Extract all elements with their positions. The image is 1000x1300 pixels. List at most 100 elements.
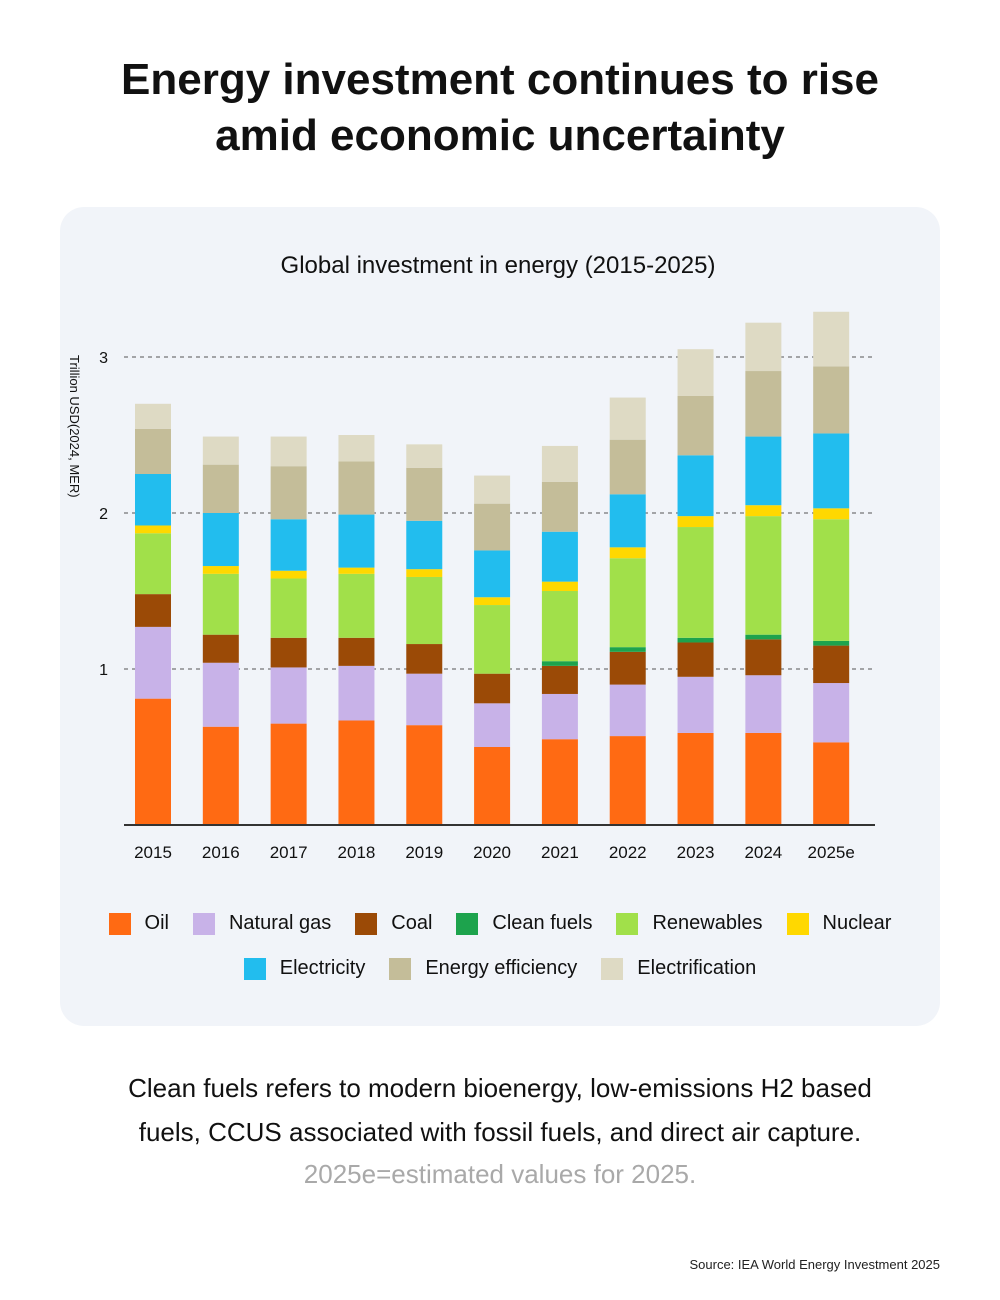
bar-oil-2018 bbox=[338, 720, 375, 825]
bar-oil-2025e bbox=[813, 742, 850, 825]
x-tick-label: 2021 bbox=[541, 843, 579, 862]
headline-line-1: Energy investment continues to rise bbox=[121, 55, 879, 104]
footnote-line-1: Clean fuels refers to modern bioenergy, … bbox=[128, 1073, 872, 1103]
bar-renewables-2017 bbox=[270, 578, 307, 638]
bar-renewables-2016 bbox=[202, 573, 239, 635]
legend-item-electrification: Electrification bbox=[601, 957, 756, 980]
bar-electricity-2019 bbox=[406, 520, 443, 570]
legend-label-energy-efficiency: Energy efficiency bbox=[425, 957, 578, 979]
bar-stack-2025e bbox=[813, 311, 850, 825]
legend-swatch-natural-gas bbox=[192, 912, 215, 935]
legend-row-2: Electricity Energy efficiency Electrificat… bbox=[60, 957, 940, 980]
bar-electricity-2024 bbox=[745, 436, 782, 506]
bar-stack-2015 bbox=[135, 403, 171, 825]
bar-oil-2023 bbox=[677, 732, 714, 825]
bar-oil-2024 bbox=[745, 732, 782, 825]
bar-electrification-2019 bbox=[406, 444, 443, 468]
legend-label-renewables: Renewables bbox=[652, 912, 763, 934]
legend-label-electricity: Electricity bbox=[279, 957, 366, 979]
bar-renewables-2019 bbox=[406, 576, 443, 645]
y-tick-label: 3 bbox=[99, 350, 108, 367]
bar-stack-2024 bbox=[745, 322, 782, 825]
bar-coal-2017 bbox=[270, 637, 307, 668]
bar-coal-2024 bbox=[745, 639, 782, 676]
bar-energy-efficiency-2023 bbox=[677, 396, 714, 456]
bar-energy-efficiency-2017 bbox=[270, 466, 307, 520]
bar-nuclear-2019 bbox=[406, 569, 443, 577]
legend-label-oil: Oil bbox=[144, 912, 169, 934]
bar-natural-gas-2017 bbox=[270, 667, 307, 724]
bar-electrification-2018 bbox=[338, 435, 375, 462]
legend-label-natural-gas: Natural gas bbox=[228, 912, 332, 934]
x-tick-label: 2023 bbox=[677, 843, 715, 862]
bar-oil-2020 bbox=[474, 747, 511, 825]
bar-renewables-2020 bbox=[474, 605, 511, 674]
legend-swatch-energy-efficiency bbox=[389, 957, 412, 980]
bar-natural-gas-2024 bbox=[745, 675, 782, 733]
chart-title: Global investment in energy (2015-2025) bbox=[281, 252, 716, 279]
x-tick-label: 2015 bbox=[134, 843, 172, 862]
bar-nuclear-2021 bbox=[541, 581, 578, 591]
bar-electrification-2025e bbox=[813, 311, 850, 367]
bar-stack-2022 bbox=[609, 397, 646, 825]
bar-renewables-2021 bbox=[541, 591, 578, 662]
x-tick-label: 2022 bbox=[609, 843, 647, 862]
bar-oil-2015 bbox=[135, 698, 171, 825]
bar-natural-gas-2022 bbox=[609, 684, 646, 737]
bar-electrification-2016 bbox=[202, 436, 239, 465]
bar-nuclear-2017 bbox=[270, 570, 307, 579]
headline-line-2: amid economic uncertainty bbox=[215, 111, 785, 160]
bar-stack-2018 bbox=[338, 435, 375, 825]
legend-item-nuclear: Nuclear bbox=[786, 912, 891, 935]
bar-nuclear-2015 bbox=[135, 525, 171, 534]
bar-coal-2023 bbox=[677, 642, 714, 677]
bar-electrification-2015 bbox=[135, 403, 171, 429]
bar-electricity-2017 bbox=[270, 519, 307, 571]
bar-stack-2021 bbox=[541, 445, 578, 825]
legend-swatch-clean-fuels bbox=[456, 912, 479, 935]
stacked-bar-chart: Global investment in energy (2015-2025) … bbox=[67, 252, 875, 862]
y-tick-label: 1 bbox=[99, 662, 108, 679]
bar-oil-2019 bbox=[406, 725, 443, 825]
footnote-line-2: fuels, CCUS associated with fossil fuels… bbox=[138, 1117, 862, 1147]
bar-clean-fuels-2025e bbox=[813, 640, 850, 646]
bar-electrification-2021 bbox=[541, 445, 578, 482]
legend-item-coal: Coal bbox=[355, 912, 432, 935]
bar-energy-efficiency-2019 bbox=[406, 467, 443, 521]
bar-electrification-2024 bbox=[745, 322, 782, 372]
bar-energy-efficiency-2022 bbox=[609, 439, 646, 495]
x-tick-label: 2025e bbox=[808, 843, 855, 862]
bar-electricity-2020 bbox=[474, 550, 511, 598]
y-axis-label: Trillion USD(2024, MER) bbox=[67, 355, 82, 498]
bar-electricity-2025e bbox=[813, 433, 850, 509]
bar-natural-gas-2025e bbox=[813, 683, 850, 743]
bar-energy-efficiency-2015 bbox=[135, 428, 171, 474]
bar-natural-gas-2016 bbox=[202, 662, 239, 727]
bar-energy-efficiency-2018 bbox=[338, 461, 375, 515]
bar-nuclear-2025e bbox=[813, 508, 850, 520]
bar-nuclear-2024 bbox=[745, 505, 782, 517]
x-tick-label: 2016 bbox=[202, 843, 240, 862]
legend-item-oil: Oil bbox=[108, 912, 169, 935]
page-headline: Energy investment continues to rise amid… bbox=[0, 52, 1000, 164]
bar-stack-2020 bbox=[474, 475, 511, 825]
bar-renewables-2018 bbox=[338, 573, 375, 638]
bar-stack-2019 bbox=[406, 444, 443, 825]
bar-oil-2022 bbox=[609, 736, 646, 825]
bar-nuclear-2016 bbox=[202, 566, 239, 574]
legend-row-1: Oil Natural gas Coal Clean fuels Renewables N… bbox=[60, 912, 940, 935]
bar-oil-2021 bbox=[541, 739, 578, 825]
bar-electricity-2015 bbox=[135, 474, 171, 526]
legend-swatch-electricity bbox=[243, 957, 266, 980]
x-tick-label: 2024 bbox=[744, 843, 782, 862]
bar-energy-efficiency-2020 bbox=[474, 503, 511, 551]
source-credit: Source: IEA World Energy Investment 2025 bbox=[689, 1257, 940, 1272]
x-tick-label: 2017 bbox=[270, 843, 308, 862]
bar-clean-fuels-2024 bbox=[745, 634, 782, 640]
bar-electricity-2016 bbox=[202, 513, 239, 567]
bar-nuclear-2022 bbox=[609, 547, 646, 559]
chart-card: Global investment in energy (2015-2025) … bbox=[60, 207, 940, 1026]
bar-nuclear-2018 bbox=[338, 567, 375, 574]
bar-electrification-2017 bbox=[270, 436, 307, 467]
bar-oil-2016 bbox=[202, 726, 239, 825]
